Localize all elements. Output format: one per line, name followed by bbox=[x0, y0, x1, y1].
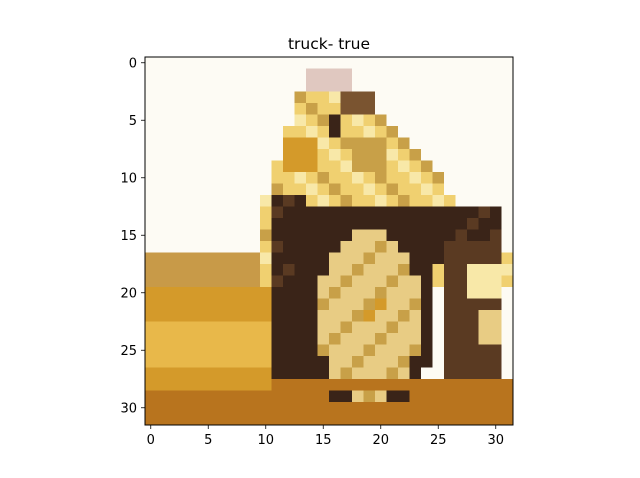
y-tick-label: 20 bbox=[120, 286, 137, 301]
axes-frame bbox=[144, 56, 514, 426]
x-axis: 0 5 10 15 20 25 30 bbox=[147, 425, 504, 448]
y-tick-label: 30 bbox=[120, 401, 137, 416]
image-plot bbox=[145, 57, 513, 425]
y-tick-label: 0 bbox=[129, 56, 137, 71]
y-tick-label: 10 bbox=[120, 171, 137, 186]
y-tick-label: 15 bbox=[120, 229, 137, 244]
x-tick-label: 5 bbox=[204, 433, 212, 448]
y-tick-label: 5 bbox=[129, 114, 137, 129]
y-tick-label: 25 bbox=[120, 344, 137, 359]
x-tick-label: 20 bbox=[372, 433, 389, 448]
x-tick-label: 30 bbox=[487, 433, 504, 448]
chart-title: truck- true bbox=[288, 35, 370, 53]
x-tick-label: 0 bbox=[147, 433, 155, 448]
x-tick-label: 10 bbox=[257, 433, 274, 448]
x-tick-label: 25 bbox=[430, 433, 447, 448]
x-tick-label: 15 bbox=[315, 433, 332, 448]
y-axis: 0 5 10 15 20 25 30 bbox=[120, 56, 145, 416]
